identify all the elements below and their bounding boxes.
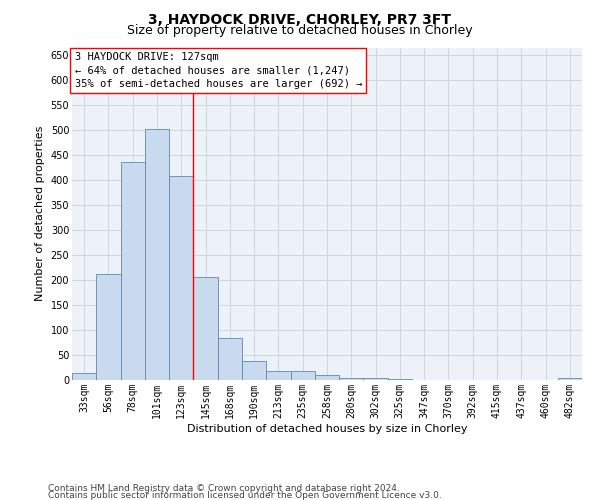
Bar xyxy=(121,162,145,380)
Bar xyxy=(290,371,315,380)
Bar xyxy=(96,274,121,380)
Text: Contains HM Land Registry data © Crown copyright and database right 2024.: Contains HM Land Registry data © Crown c… xyxy=(48,484,400,493)
Bar xyxy=(72,372,96,380)
Bar xyxy=(388,379,412,380)
Bar xyxy=(315,375,339,380)
Bar xyxy=(169,176,193,380)
Bar xyxy=(558,378,582,380)
Bar xyxy=(266,371,290,380)
Bar xyxy=(364,378,388,380)
Text: Contains public sector information licensed under the Open Government Licence v3: Contains public sector information licen… xyxy=(48,490,442,500)
Bar xyxy=(193,276,218,380)
Text: Size of property relative to detached houses in Chorley: Size of property relative to detached ho… xyxy=(127,24,473,37)
Bar xyxy=(145,128,169,380)
Bar xyxy=(242,361,266,380)
Bar xyxy=(218,338,242,380)
Text: 3, HAYDOCK DRIVE, CHORLEY, PR7 3FT: 3, HAYDOCK DRIVE, CHORLEY, PR7 3FT xyxy=(149,12,452,26)
X-axis label: Distribution of detached houses by size in Chorley: Distribution of detached houses by size … xyxy=(187,424,467,434)
Y-axis label: Number of detached properties: Number of detached properties xyxy=(35,126,45,302)
Text: 3 HAYDOCK DRIVE: 127sqm
← 64% of detached houses are smaller (1,247)
35% of semi: 3 HAYDOCK DRIVE: 127sqm ← 64% of detache… xyxy=(74,52,362,89)
Bar xyxy=(339,378,364,380)
